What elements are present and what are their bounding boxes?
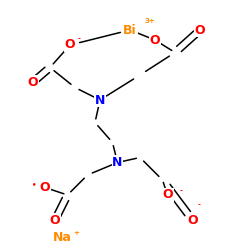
Text: Bi: Bi	[123, 24, 137, 36]
Text: +: +	[73, 230, 79, 236]
Text: O: O	[27, 76, 38, 89]
Text: O: O	[162, 188, 173, 202]
Text: 3+: 3+	[144, 18, 156, 24]
Text: -: -	[197, 202, 200, 208]
Text: •: •	[32, 181, 36, 187]
Text: O: O	[65, 38, 75, 52]
Text: O: O	[40, 181, 50, 194]
Text: -: -	[77, 36, 80, 42]
Text: O: O	[50, 214, 60, 226]
Text: N: N	[95, 94, 105, 106]
Text: N: N	[112, 156, 123, 169]
Text: O: O	[187, 214, 198, 226]
Text: Na: Na	[53, 231, 72, 244]
Text: -: -	[180, 188, 183, 194]
Text: O: O	[195, 24, 205, 36]
Text: O: O	[150, 34, 160, 46]
